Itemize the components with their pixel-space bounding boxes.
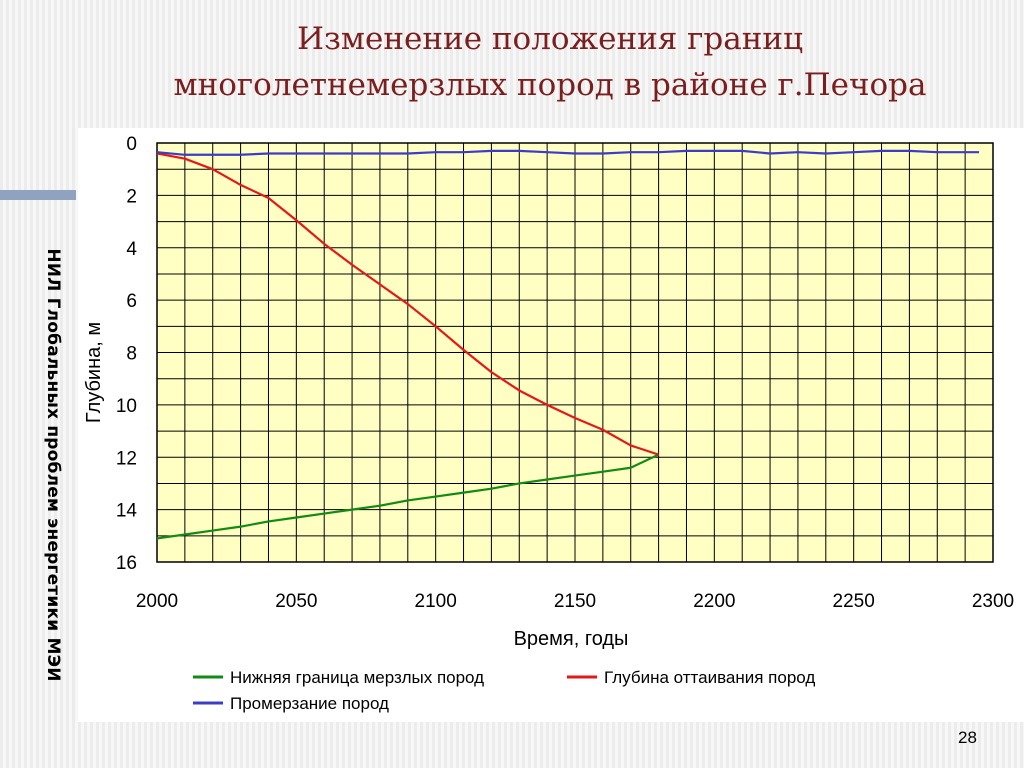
left-accent-bar — [0, 190, 76, 200]
legend-label: Нижняя граница мерзлых пород — [230, 668, 484, 687]
chart-panel: 0 2 4 6 8 10 12 14 16 2000 2050 2100 2150 2200 2250 230… — [78, 128, 1024, 722]
y-tick-label: 10 — [116, 396, 137, 417]
x-tick-label: 2000 — [136, 591, 178, 612]
x-tick-label: 2300 — [972, 591, 1014, 612]
series-line-freezing — [156, 149, 980, 156]
y-tick-label: 8 — [126, 344, 137, 365]
y-tick-label: 4 — [126, 239, 137, 260]
depth-chart: 0 2 4 6 8 10 12 14 16 2000 2050 2100 2150 2200 2250 230… — [83, 134, 1014, 713]
series-line-thaw-depth — [156, 152, 659, 456]
y-tick-label: 16 — [116, 553, 137, 574]
y-tick-label: 0 — [126, 134, 137, 155]
y-tick-label: 14 — [116, 501, 138, 522]
x-tick-label: 2100 — [415, 591, 457, 612]
slide-title: Изменение положения границ многолетнемер… — [120, 16, 980, 108]
legend-item-thaw-depth: Глубина оттаивания пород — [567, 668, 815, 687]
plot-border — [156, 142, 994, 563]
legend-label: Глубина оттаивания пород — [604, 668, 815, 687]
x-tick-label: 2050 — [275, 591, 317, 612]
legend-item-permafrost-lower-boundary: Нижняя граница мерзлых пород — [193, 668, 484, 687]
page-number: 28 — [958, 728, 977, 747]
title-line-2: многолетнемерзлых пород в районе г.Печор… — [173, 67, 927, 103]
x-tick-label: 2150 — [554, 591, 596, 612]
y-tick-label: 12 — [116, 448, 137, 469]
legend-item-freezing: Промерзание пород — [193, 694, 389, 713]
legend-label: Промерзание пород — [230, 694, 389, 713]
y-axis-title: Глубина, м — [83, 322, 105, 423]
x-tick-label: 2250 — [833, 591, 875, 612]
y-tick-label: 2 — [126, 186, 137, 207]
x-tick-label: 2200 — [693, 591, 735, 612]
series-line-permafrost-lower-boundary — [156, 453, 660, 540]
x-axis-title: Время, годы — [514, 628, 629, 650]
y-tick-label: 6 — [126, 291, 137, 312]
side-label: НИЛ Глобальных проблем энергетики МЭИ — [43, 248, 63, 682]
title-line-1: Изменение положения границ — [296, 21, 804, 57]
